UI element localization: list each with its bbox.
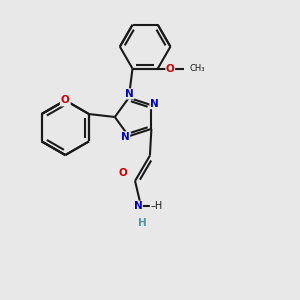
Text: N: N xyxy=(150,99,159,109)
Text: –H: –H xyxy=(150,201,163,211)
Text: N: N xyxy=(121,132,130,142)
Text: O: O xyxy=(166,64,175,74)
Text: O: O xyxy=(61,95,70,105)
Text: N: N xyxy=(125,89,134,99)
Text: H: H xyxy=(138,218,147,227)
Text: N: N xyxy=(134,201,142,211)
Text: CH₃: CH₃ xyxy=(190,64,206,73)
Text: O: O xyxy=(118,169,127,178)
